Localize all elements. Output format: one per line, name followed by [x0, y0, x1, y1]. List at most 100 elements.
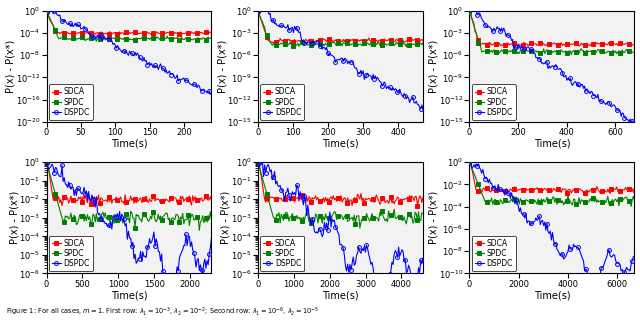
DSPDC — [259, 159, 266, 163]
SDCA — [520, 41, 527, 45]
DSPDC — [136, 257, 143, 261]
DSPDC — [43, 10, 51, 14]
SPDC — [630, 51, 638, 55]
SDCA — [180, 31, 188, 35]
DSPDC — [254, 9, 262, 12]
DSPDC — [108, 227, 116, 231]
X-axis label: Time(s): Time(s) — [534, 139, 570, 148]
SPDC — [368, 42, 376, 46]
X-axis label: Time(s): Time(s) — [111, 139, 147, 148]
Legend: SDCA, SPDC, DSPDC: SDCA, SPDC, DSPDC — [472, 84, 516, 120]
SDCA — [348, 204, 356, 208]
SDCA — [136, 31, 143, 35]
SPDC — [93, 39, 100, 43]
DSPDC — [532, 56, 540, 60]
DSPDC — [109, 43, 116, 46]
SDCA — [129, 31, 137, 35]
SPDC — [108, 213, 116, 217]
SPDC — [136, 217, 143, 221]
Line: SDCA: SDCA — [468, 9, 636, 48]
X-axis label: Time(s): Time(s) — [534, 290, 570, 300]
SDCA — [466, 9, 474, 13]
DSPDC — [589, 287, 596, 291]
Legend: SDCA, SPDC, DSPDC: SDCA, SPDC, DSPDC — [260, 84, 304, 120]
DSPDC — [466, 8, 474, 12]
DSPDC — [98, 38, 106, 42]
SDCA — [207, 199, 215, 203]
SDCA — [254, 160, 262, 164]
Line: SDCA: SDCA — [45, 160, 213, 209]
DSPDC — [603, 101, 611, 105]
SPDC — [129, 216, 137, 220]
SPDC — [137, 37, 145, 41]
Line: SDCA: SDCA — [256, 160, 425, 208]
SDCA — [531, 187, 539, 190]
SDCA — [157, 32, 164, 36]
DSPDC — [342, 57, 349, 61]
Y-axis label: P(x) - P(x*): P(x) - P(x*) — [9, 191, 19, 244]
SPDC — [157, 214, 164, 218]
DSPDC — [559, 252, 566, 256]
SDCA — [109, 198, 116, 202]
Y-axis label: P(x) - P(x*): P(x) - P(x*) — [429, 191, 438, 244]
DSPDC — [553, 65, 561, 68]
SDCA — [43, 160, 51, 164]
SPDC — [603, 50, 611, 54]
DSPDC — [48, 5, 56, 9]
SDCA — [175, 33, 182, 36]
DSPDC — [630, 120, 638, 124]
SDCA — [180, 200, 188, 204]
SPDC — [254, 160, 262, 164]
SDCA — [559, 44, 566, 48]
DSPDC — [129, 240, 137, 244]
Line: SDCA: SDCA — [45, 9, 213, 36]
SDCA — [158, 199, 166, 203]
SPDC — [403, 45, 410, 49]
DSPDC — [262, 5, 269, 9]
SPDC — [43, 160, 51, 164]
SPDC — [340, 41, 348, 45]
Line: DSPDC: DSPDC — [468, 4, 636, 124]
Line: DSPDC: DSPDC — [45, 5, 213, 96]
SDCA — [340, 196, 348, 200]
SPDC — [520, 201, 527, 205]
DSPDC — [321, 45, 328, 49]
SDCA — [630, 186, 638, 190]
SDCA — [321, 38, 328, 42]
SPDC — [109, 36, 116, 40]
DSPDC — [43, 160, 51, 164]
SPDC — [531, 50, 539, 53]
SPDC — [340, 215, 348, 219]
SPDC — [559, 199, 566, 203]
SDCA — [559, 187, 566, 190]
SPDC — [466, 10, 474, 14]
Line: DSPDC: DSPDC — [256, 159, 425, 310]
DSPDC — [419, 256, 427, 260]
DSPDC — [158, 66, 166, 70]
Line: SPDC: SPDC — [468, 160, 636, 208]
SPDC — [356, 226, 364, 230]
SPDC — [254, 8, 262, 12]
SDCA — [369, 197, 377, 201]
Y-axis label: P(x) - P(x*): P(x) - P(x*) — [221, 191, 230, 244]
SPDC — [392, 216, 399, 220]
Legend: SDCA, SPDC, DSPDC: SDCA, SPDC, DSPDC — [49, 84, 93, 120]
DSPDC — [392, 87, 399, 91]
SDCA — [254, 9, 262, 13]
SDCA — [342, 38, 349, 42]
SDCA — [580, 191, 588, 195]
DSPDC — [630, 120, 637, 124]
SDCA — [308, 196, 316, 199]
Y-axis label: P(x) - P(x*): P(x) - P(x*) — [6, 40, 15, 93]
X-axis label: Time(s): Time(s) — [322, 290, 359, 300]
SDCA — [347, 198, 355, 202]
DSPDC — [97, 217, 104, 220]
DSPDC — [552, 241, 559, 245]
SDCA — [392, 199, 399, 203]
SDCA — [369, 38, 377, 42]
DSPDC — [468, 4, 476, 8]
DSPDC — [321, 220, 328, 224]
DSPDC — [157, 259, 164, 263]
SDCA — [92, 205, 99, 209]
SDCA — [97, 30, 104, 34]
